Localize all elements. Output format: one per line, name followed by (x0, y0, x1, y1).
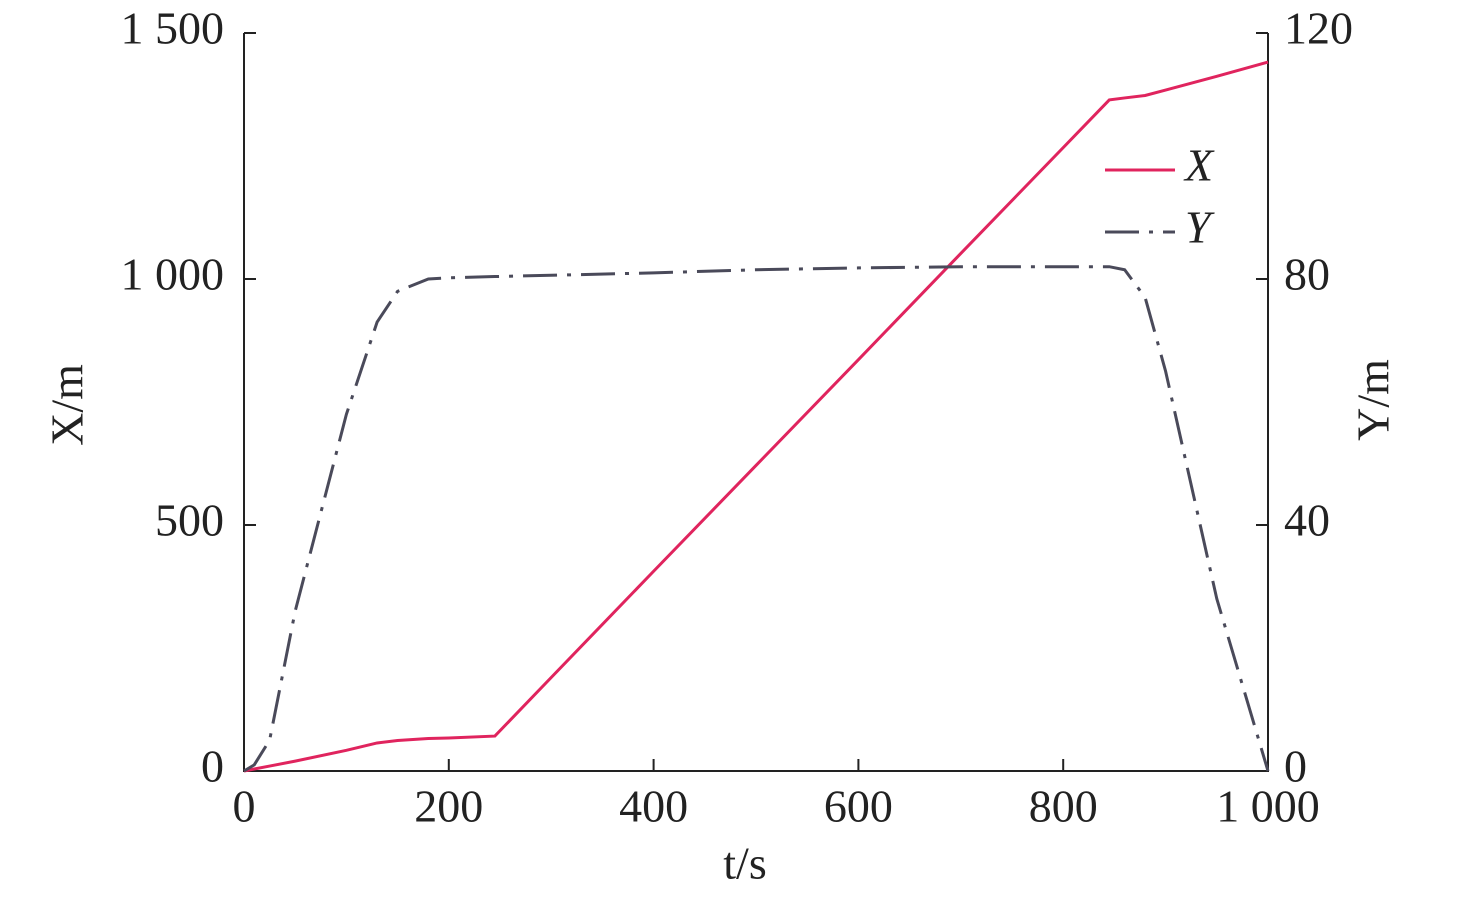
y-tick-label: 1 500 (121, 3, 225, 54)
y-axis-label: X/m (42, 364, 93, 446)
series-line (243, 60, 1269, 773)
y2-tick-label: 80 (1284, 249, 1330, 300)
x-tick-label: 1 000 (1216, 781, 1320, 832)
x-tick-label: 600 (824, 781, 893, 832)
legend-label: Y (1185, 202, 1215, 253)
y2-tick-label: 120 (1284, 3, 1353, 54)
y-tick-label: 0 (201, 741, 224, 792)
y2-tick-label: 40 (1284, 495, 1330, 546)
axes-frame (243, 33, 1269, 772)
legend-label: X (1183, 140, 1215, 191)
series-line (243, 265, 1270, 773)
y-tick-label: 500 (155, 495, 224, 546)
y-tick-label: 1 000 (121, 249, 225, 300)
y2-axis-label: Y/m (1348, 359, 1399, 441)
x-axis-label: t/s (723, 838, 766, 889)
x-tick-label: 200 (414, 781, 483, 832)
x-tick-label: 0 (233, 781, 256, 832)
x-tick-label: 800 (1029, 781, 1098, 832)
y2-tick-label: 0 (1284, 741, 1307, 792)
x-tick-label: 400 (619, 781, 688, 832)
